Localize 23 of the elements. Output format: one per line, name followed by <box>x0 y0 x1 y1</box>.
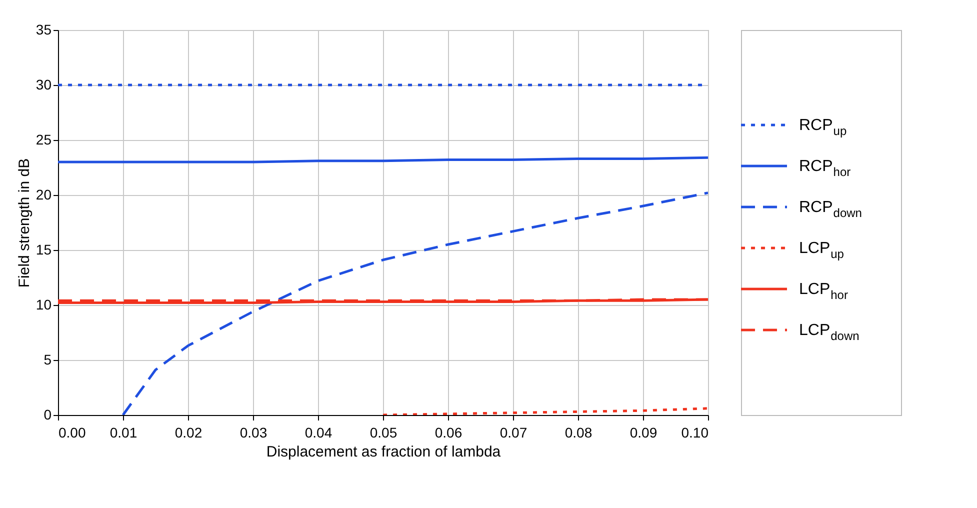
x-tick-label: 0.10 <box>681 424 709 440</box>
x-tick-label: 0.03 <box>240 424 268 440</box>
x-tick-label: 0.08 <box>564 424 592 440</box>
x-axis-title: Displacement as fraction of lambda <box>266 444 502 460</box>
x-tick-label: 0.02 <box>174 424 202 440</box>
y-tick-label: 20 <box>36 186 52 202</box>
y-tick-label: 35 <box>36 22 52 38</box>
x-tick-label: 0.04 <box>304 424 332 440</box>
y-tick-label: 25 <box>36 132 52 148</box>
x-tick-label: 0.09 <box>630 424 658 440</box>
x-tick-label: 0.00 <box>58 424 86 440</box>
x-tick-label: 0.07 <box>500 424 528 440</box>
y-tick-label: 0 <box>44 406 52 422</box>
line-series <box>382 407 708 415</box>
x-tick-label: 0.05 <box>370 424 398 440</box>
y-tick-label: 10 <box>36 296 52 312</box>
x-tick-label: 0.06 <box>434 424 462 440</box>
line-series <box>122 192 708 415</box>
y-tick-label: 15 <box>36 242 52 258</box>
y-axis-title: Field strength in dB <box>16 158 33 288</box>
y-tick-label: 30 <box>36 76 52 92</box>
y-tick-label: 5 <box>44 352 52 368</box>
x-tick-label: 0.01 <box>110 424 138 440</box>
